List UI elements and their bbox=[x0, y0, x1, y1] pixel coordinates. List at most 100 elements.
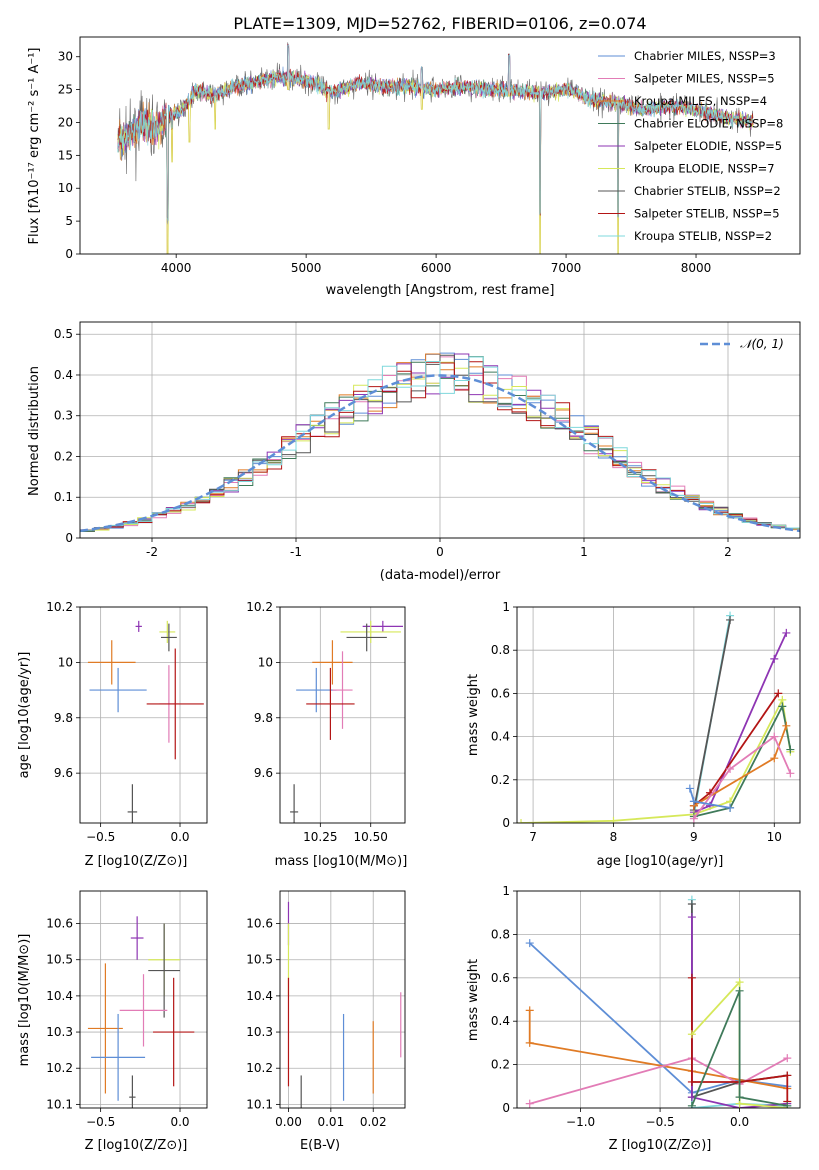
y-tick-label: 10 bbox=[258, 655, 273, 669]
y-tick-label: 0.5 bbox=[54, 327, 73, 341]
y-tick-label: 9.8 bbox=[254, 711, 273, 725]
y-tick-label: 9.6 bbox=[54, 766, 73, 780]
y-tick-label: 10 bbox=[58, 655, 73, 669]
y-tick-label: 10.1 bbox=[46, 1097, 73, 1111]
legend-label: Kroupa MILES, NSSP=4 bbox=[634, 94, 767, 108]
weight-point-marker bbox=[786, 745, 795, 754]
y-tick-label: 1 bbox=[502, 600, 510, 614]
weight-point-marker bbox=[782, 721, 791, 730]
spectrum-ylabel: Flux [fλ10⁻¹⁷ erg cm⁻² s⁻¹ A⁻¹] bbox=[27, 48, 42, 245]
weight-vs-age-xlabel: age [log10(age/yr)] bbox=[597, 854, 724, 869]
x-tick-label: 10.50 bbox=[354, 830, 388, 844]
axes-frame bbox=[516, 606, 801, 824]
axes-frame bbox=[79, 36, 801, 255]
x-tick-label: -1 bbox=[290, 545, 302, 559]
mass-vs-ebv-plot: 0.00 0.01 0.02 10.1 10.2 10.3 10.4 10.5 10.6 bbox=[246, 890, 406, 1129]
y-tick-label: 0 bbox=[502, 816, 510, 830]
legend-label: Chabrier MILES, NSSP=3 bbox=[634, 49, 776, 63]
y-tick-label: 0.6 bbox=[491, 686, 510, 700]
y-tick-label: 25 bbox=[58, 83, 73, 97]
x-tick-label: 0.02 bbox=[360, 1115, 387, 1129]
weight-point-marker bbox=[726, 615, 735, 624]
x-tick-label: 0.00 bbox=[275, 1115, 302, 1129]
y-tick-label: 10.2 bbox=[246, 600, 273, 614]
y-tick-label: 30 bbox=[58, 50, 73, 64]
histogram-series bbox=[80, 361, 800, 533]
x-tick-label: 7000 bbox=[551, 261, 582, 275]
y-tick-label: 9.8 bbox=[54, 711, 73, 725]
histogram-series bbox=[80, 352, 800, 532]
weight-point-marker bbox=[770, 732, 779, 741]
mass-vs-ebv-xlabel: E(B-V) bbox=[300, 1138, 340, 1153]
weight-series-line bbox=[520, 697, 792, 823]
legend-label: Chabrier STELIB, NSSP=2 bbox=[634, 184, 781, 198]
weight-point-marker bbox=[687, 913, 696, 922]
residuals-xlabel: (data-model)/error bbox=[380, 568, 501, 583]
weight-point-marker bbox=[726, 765, 735, 773]
mass-vs-Z-xlabel: Z [log10(Z/Z⊙)] bbox=[85, 1138, 188, 1153]
x-tick-label: 6000 bbox=[421, 261, 452, 275]
age-vs-Z-panel: −0.5 0.0 9.6 9.8 10 10.2 Z [log10(Z/Z⊙)] age … bbox=[17, 600, 208, 869]
clipped-area bbox=[287, 901, 402, 1108]
x-tick-label: 0.01 bbox=[317, 1115, 344, 1129]
axes-frame bbox=[79, 890, 208, 1109]
x-tick-label: 9 bbox=[690, 830, 698, 844]
mass-vs-ebv-panel: 0.00 0.01 0.02 10.1 10.2 10.3 10.4 10.5 10.6 E(B… bbox=[246, 890, 406, 1153]
x-tick-label: −0.5 bbox=[646, 1115, 675, 1129]
weight-point-marker bbox=[783, 1054, 792, 1063]
weight-point-marker bbox=[782, 628, 791, 637]
x-tick-label: 8000 bbox=[681, 261, 712, 275]
y-tick-label: 1 bbox=[502, 884, 510, 898]
x-tick-label: -2 bbox=[146, 545, 158, 559]
weight-series-line bbox=[528, 1010, 788, 1090]
weight-point-marker bbox=[770, 654, 779, 663]
x-tick-label: 10.25 bbox=[303, 830, 337, 844]
clipped-area bbox=[290, 620, 403, 823]
weight-point-marker bbox=[517, 819, 526, 823]
axes-frame bbox=[279, 606, 406, 824]
weight-point-marker bbox=[783, 1071, 792, 1080]
residuals-panel: -2 -1 0 1 2 0 0.1 0.2 0.3 0.4 0.5 𝒩(0, 1) (data-mod… bbox=[27, 321, 801, 583]
y-tick-label: 10.6 bbox=[46, 917, 73, 931]
x-tick-label: 2 bbox=[724, 545, 732, 559]
weight-point-marker bbox=[726, 803, 735, 812]
mass-vs-Z-panel: −0.5 0.0 10.1 10.2 10.3 10.4 10.5 10.6 Z [log10… bbox=[17, 890, 208, 1153]
weight-point-marker bbox=[786, 769, 795, 778]
clipped-area bbox=[525, 895, 792, 1108]
age-vs-Z-plot: −0.5 0.0 9.6 9.8 10 10.2 bbox=[46, 600, 208, 844]
clipped-area bbox=[87, 620, 204, 823]
gaussian-curve bbox=[80, 374, 800, 533]
weight-series-line bbox=[693, 619, 731, 811]
y-tick-label: 0.8 bbox=[491, 643, 510, 657]
y-tick-label: 0 bbox=[502, 1101, 510, 1115]
weight-vs-Z-panel: −1.0 −0.5 0.0 0 0.2 0.4 0.6 0.8 1 Z [log10(Z/Z⊙)… bbox=[466, 884, 801, 1153]
clipped-area bbox=[517, 611, 795, 823]
mass-vs-Z-ylabel: mass [log10(M/M⊙)] bbox=[17, 934, 32, 1067]
age-vs-mass-plot: 10.25 10.50 9.6 9.8 10 10.2 bbox=[246, 600, 406, 844]
weight-point-marker bbox=[687, 1101, 696, 1108]
age-vs-Z-ylabel: age [log10(age/yr)] bbox=[17, 652, 32, 779]
histogram-series bbox=[80, 354, 800, 532]
axes-frame bbox=[79, 321, 801, 539]
weight-point-marker bbox=[525, 1099, 534, 1108]
y-tick-label: 10 bbox=[58, 181, 73, 195]
spectrum-series-line bbox=[117, 44, 754, 222]
y-tick-label: 20 bbox=[58, 115, 73, 129]
y-tick-label: 0.4 bbox=[491, 730, 510, 744]
weight-point-marker bbox=[687, 1077, 696, 1086]
y-tick-label: 10.4 bbox=[46, 989, 73, 1003]
y-tick-label: 5 bbox=[65, 214, 73, 228]
weight-point-marker bbox=[525, 1038, 534, 1047]
x-tick-label: 5000 bbox=[291, 261, 322, 275]
age-vs-Z-xlabel: Z [log10(Z/Z⊙)] bbox=[85, 854, 188, 869]
spectrum-plot: 4000 5000 6000 7000 8000 0 5 10 15 20 25 30 Chabrier… bbox=[58, 36, 801, 275]
spectrum-xlabel: wavelength [Angstrom, rest frame] bbox=[326, 283, 555, 298]
y-tick-label: 0.3 bbox=[54, 409, 73, 423]
y-tick-label: 10.6 bbox=[246, 917, 273, 931]
legend-label: Kroupa ELODIE, NSSP=7 bbox=[634, 162, 775, 176]
weight-vs-Z-ylabel: mass weight bbox=[466, 959, 481, 1041]
residuals-plot: -2 -1 0 1 2 0 0.1 0.2 0.3 0.4 0.5 𝒩(0, 1) bbox=[54, 321, 801, 559]
weight-point-marker bbox=[687, 1030, 696, 1039]
